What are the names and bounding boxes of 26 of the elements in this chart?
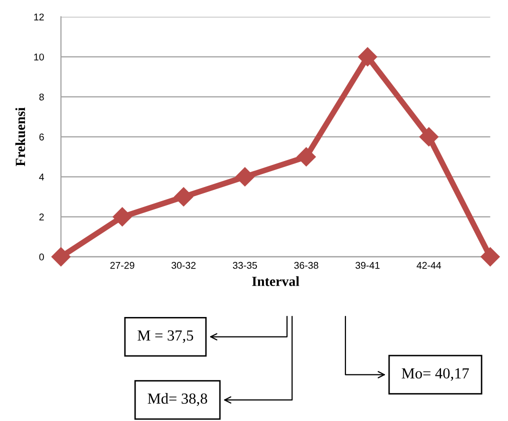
y-tick-label: 0 (39, 254, 44, 260)
point (174, 187, 194, 206)
y-tick-label: 8 (39, 94, 44, 100)
point (51, 247, 70, 266)
text: M = 37,5 (138, 330, 194, 343)
y-axis-title: Frekuensi (15, 107, 26, 166)
point (235, 167, 254, 186)
text: Mo= 40,17 (402, 368, 469, 381)
y-tick-label: 4 (39, 174, 44, 180)
x-tick-label: 30-32 (172, 262, 196, 269)
point (296, 147, 316, 166)
y-tick-label: 6 (39, 134, 44, 140)
point (419, 127, 438, 146)
x-tick-label: 42-44 (416, 262, 442, 269)
y-tick-label: 10 (34, 54, 44, 60)
y-tick-label: 2 (39, 214, 44, 220)
x-tick-label: 27-29 (110, 262, 134, 269)
x-axis-title: Interval (252, 276, 300, 286)
point (358, 47, 378, 66)
x-tick-label: 36-38 (294, 262, 318, 269)
x-tick-label: 33-35 (232, 262, 257, 269)
text: Md= 38,8 (148, 393, 208, 406)
point (480, 247, 500, 266)
y-tick-label: 12 (34, 14, 44, 20)
point (112, 207, 132, 226)
x-tick-label: 39-41 (356, 262, 380, 269)
